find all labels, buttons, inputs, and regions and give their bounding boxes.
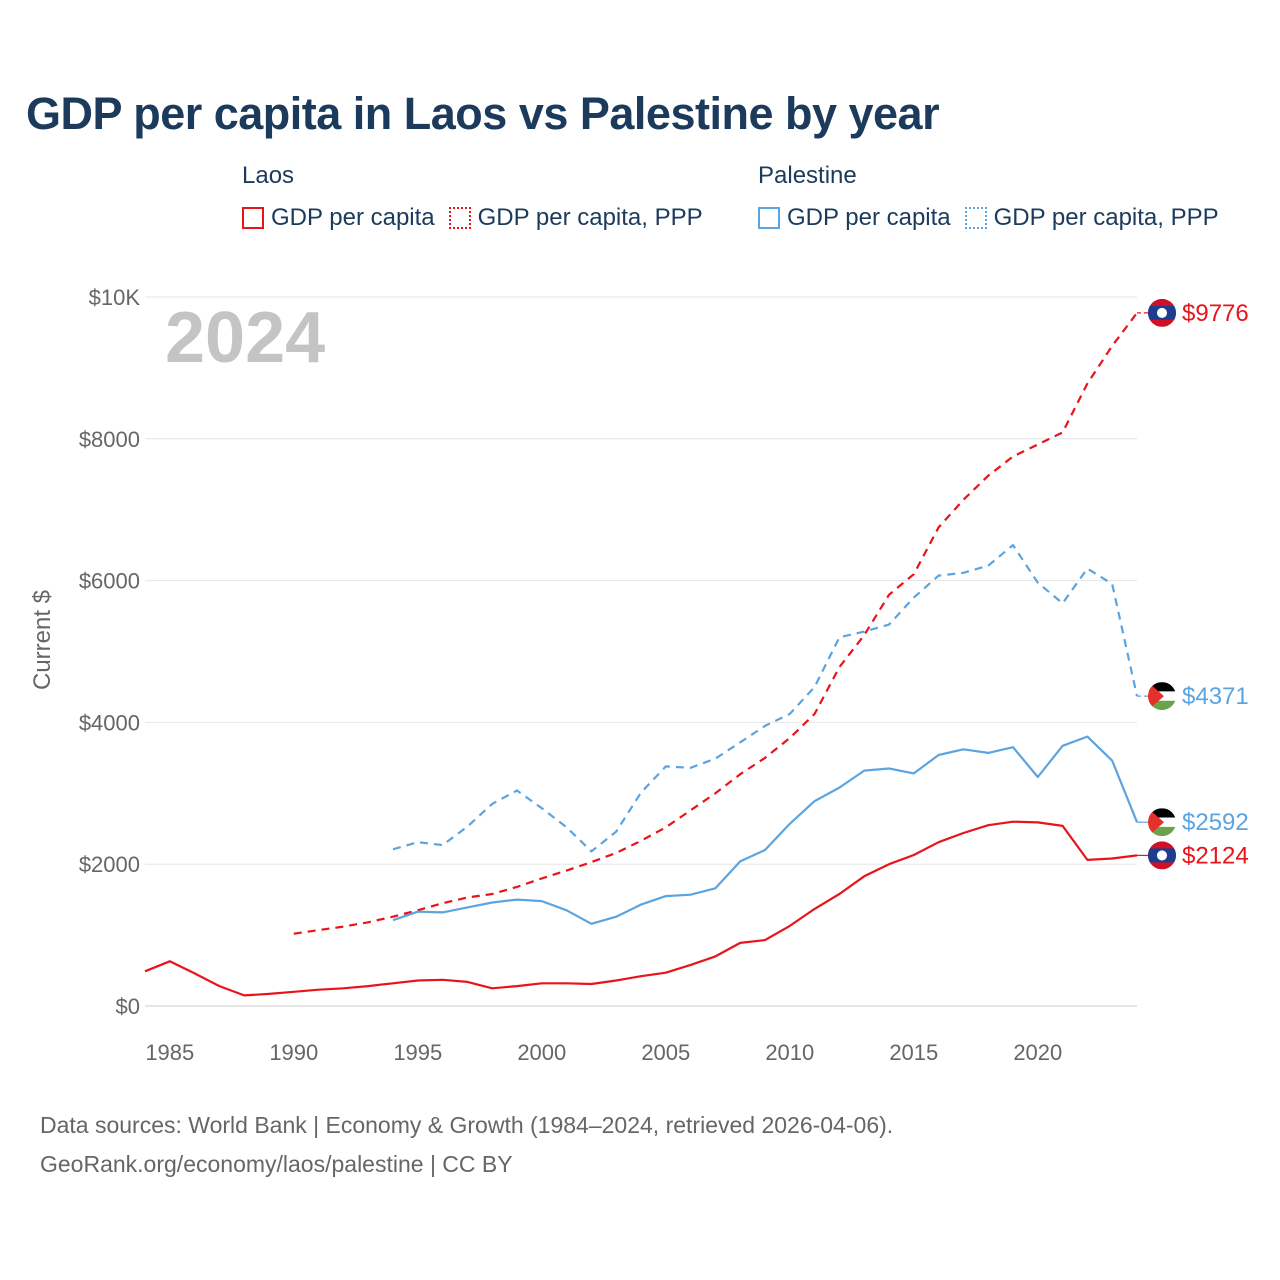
series-line — [392, 735, 1139, 925]
legend-item-laos-gdp-ppp[interactable]: GDP per capita, PPP — [448, 204, 703, 232]
x-tick-label: 1990 — [269, 1040, 318, 1065]
flag-body — [1148, 841, 1176, 870]
laos-flag-icon — [1148, 298, 1176, 327]
palestine-flag-icon — [1148, 808, 1176, 837]
x-tick-label: 2000 — [517, 1040, 566, 1065]
chart-title: GDP per capita in Laos vs Palestine by y… — [26, 88, 940, 139]
legend-label: GDP per capita — [787, 204, 951, 231]
legend-label: GDP per capita, PPP — [993, 204, 1219, 231]
end-value-label: $2592 — [1182, 809, 1249, 836]
flag-band — [1148, 700, 1176, 711]
end-value-label: $2124 — [1182, 842, 1249, 869]
laos-flag-icon — [1148, 841, 1176, 870]
x-tick-label: 1995 — [393, 1040, 442, 1065]
legend-swatch-solid — [242, 207, 264, 229]
series-line — [293, 312, 1138, 935]
footer: Data sources: World Bank | Economy & Gro… — [40, 1106, 893, 1184]
flag-band — [1148, 826, 1176, 837]
legend-group-palestine: Palestine GDP per capita GDP per capita,… — [758, 162, 1219, 232]
x-tick-label: 2015 — [889, 1040, 938, 1065]
flag-body — [1148, 682, 1176, 711]
legend-group-name: Palestine — [758, 162, 857, 189]
legend-label: GDP per capita, PPP — [477, 204, 703, 231]
y-tick-label: $0 — [116, 994, 140, 1019]
end-value-label: $4371 — [1182, 683, 1249, 710]
flag-triangle — [1148, 808, 1164, 837]
footer-sources: Data sources: World Bank | Economy & Gro… — [40, 1112, 894, 1138]
end-value-label: $9776 — [1182, 300, 1249, 327]
series-line — [392, 543, 1139, 853]
legend-group-laos: Laos GDP per capita GDP per capita, PPP — [242, 162, 703, 232]
line-chart: 2024 $0 $2000 $4000 $6000 $8000 $10K 1985 1990… — [29, 285, 1249, 1065]
series — [144, 312, 1139, 997]
end-labels: $2124 $9776 $2592 $4371 — [1137, 298, 1249, 870]
legend-group-name: Laos — [242, 162, 295, 189]
flag-body — [1148, 298, 1176, 327]
flag-body — [1148, 808, 1176, 837]
y-tick-label: $2000 — [79, 852, 140, 877]
y-tick-label: $4000 — [79, 710, 140, 735]
palestine-flag-icon — [1148, 682, 1176, 711]
series-line — [144, 820, 1138, 997]
y-tick-label: $6000 — [79, 569, 140, 594]
x-axis: 1985 1990 1995 2000 2005 2010 2015 2020 — [145, 1040, 1062, 1065]
legend-swatch-solid — [758, 207, 780, 229]
legend-label: GDP per capita — [271, 204, 435, 231]
x-tick-label: 1985 — [145, 1040, 194, 1065]
flag-triangle — [1148, 682, 1164, 711]
legend-item-laos-gdp[interactable]: GDP per capita — [242, 204, 435, 232]
x-tick-label: 2020 — [1013, 1040, 1062, 1065]
legend-swatch-dotted — [448, 207, 471, 229]
grid — [145, 296, 1137, 1007]
y-axis: $0 $2000 $4000 $6000 $8000 $10K — [79, 285, 141, 1019]
x-tick-label: 2010 — [765, 1040, 814, 1065]
legend-item-palestine-gdp[interactable]: GDP per capita — [758, 204, 951, 232]
y-tick-label: $8000 — [79, 427, 140, 452]
flag-band — [1148, 682, 1176, 692]
legend-swatch-dotted — [964, 207, 987, 229]
footer-link[interactable]: GeoRank.org/economy/laos/palestine | CC … — [40, 1151, 513, 1177]
flag-disc — [1156, 307, 1168, 318]
legend-item-palestine-gdp-ppp[interactable]: GDP per capita, PPP — [964, 204, 1219, 232]
flag-disc — [1156, 850, 1168, 861]
flag-band — [1148, 808, 1176, 818]
x-tick-label: 2005 — [641, 1040, 690, 1065]
year-watermark: 2024 — [165, 298, 325, 378]
y-tick-label: $10K — [89, 285, 141, 310]
y-axis-label: Current $ — [29, 590, 56, 690]
